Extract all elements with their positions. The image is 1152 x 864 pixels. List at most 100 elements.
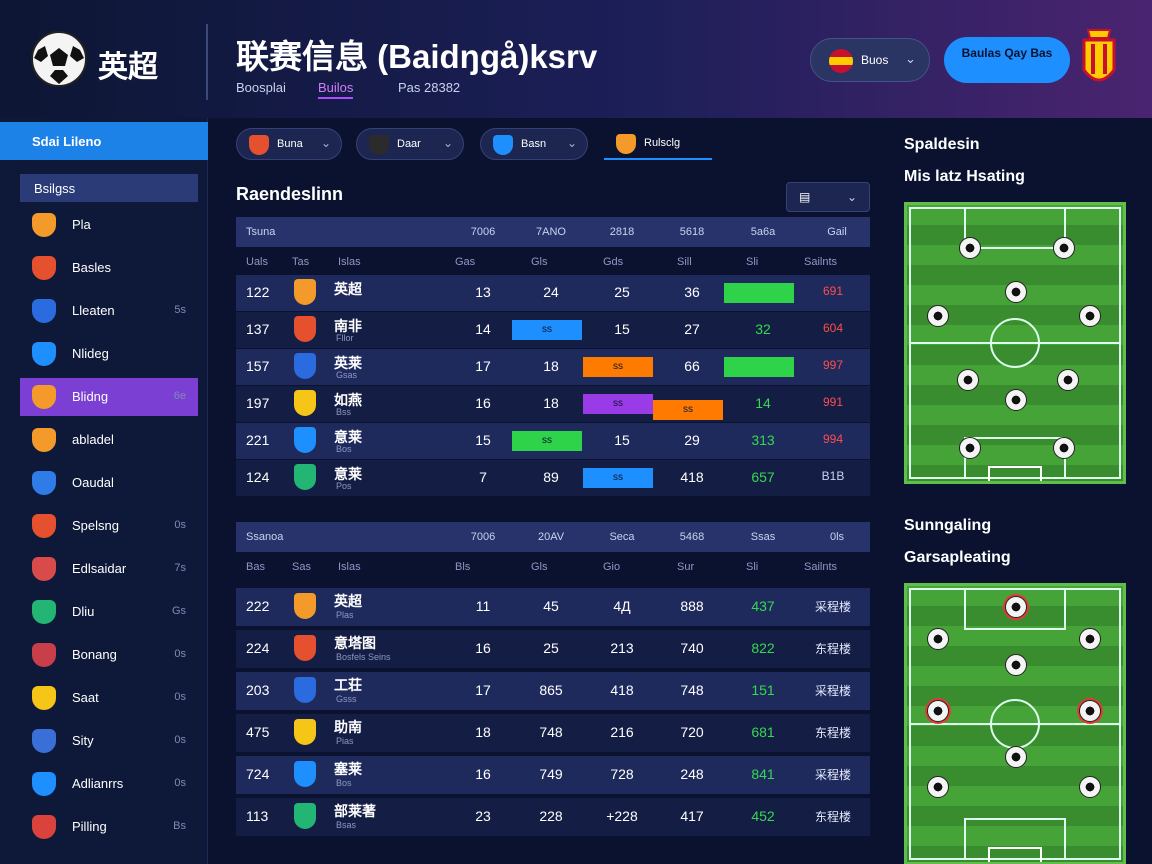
table-row[interactable]: 221 意莱 Bos 15 15 29 313 994 ss <box>236 423 870 459</box>
column-header[interactable]: 20AV <box>537 531 565 543</box>
column-header[interactable]: 7ANO <box>536 226 566 238</box>
column-header[interactable]: 5a6a <box>750 226 776 238</box>
player-marker-icon[interactable] <box>1053 437 1075 459</box>
column-subheader: Sailnts <box>804 256 838 268</box>
table-row[interactable]: 475 助南 Pias 18 748 216 720 681 东程楼 <box>236 714 870 752</box>
column-header[interactable]: 0ls <box>829 531 845 543</box>
spain-flag-icon <box>829 49 853 73</box>
team-crest-icon <box>294 719 316 745</box>
player-marker-icon[interactable] <box>1079 776 1101 798</box>
table-row[interactable]: 124 意莱 Pos 7 89 418 657 B1B ss <box>236 460 870 496</box>
column-header[interactable]: 7006 <box>470 226 496 238</box>
sidebar-item[interactable]: Dliu Gs <box>20 593 198 631</box>
player-marker-icon[interactable] <box>1005 389 1027 411</box>
formation-pitch-1[interactable] <box>904 202 1126 496</box>
pitch-lines <box>907 586 1123 864</box>
club-crest-icon[interactable] <box>1078 26 1120 92</box>
column-header[interactable]: 5468 <box>679 531 705 543</box>
sidebar-item[interactable]: Basles <box>20 249 198 287</box>
team-name[interactable]: 助南 <box>334 719 362 735</box>
table-header-row: Tsuna 7006 7ANO 2818 5618 5a6a Gail <box>236 217 870 247</box>
sidebar-section-header[interactable]: Bsilgss <box>20 174 198 202</box>
team-name[interactable]: 如燕 <box>334 392 362 408</box>
column-header[interactable]: 7006 <box>470 531 496 543</box>
player-marker-icon[interactable] <box>1079 700 1101 722</box>
sidebar-item[interactable]: Sity 0s <box>20 722 198 760</box>
filter-chip[interactable]: Buna ⌄ <box>236 128 342 160</box>
team-name[interactable]: 南非 <box>334 318 362 334</box>
view-dropdown[interactable]: ▤ ⌄ <box>786 182 870 212</box>
column-header[interactable]: Seca <box>609 531 635 543</box>
table-row[interactable]: 724 塞莱 Bos 16 749 728 248 841 采程楼 <box>236 756 870 794</box>
team-name[interactable]: 意莱 <box>334 466 362 482</box>
sidebar-item[interactable]: Lleaten 5s <box>20 292 198 330</box>
stat-cell: 4Д <box>613 598 631 614</box>
team-subtitle: Bosfels Seins <box>336 652 391 662</box>
sidebar-item[interactable]: Adlianrrs 0s <box>20 765 198 803</box>
team-name[interactable]: 英莱 <box>334 355 362 371</box>
column-header[interactable]: Ssas <box>750 531 776 543</box>
column-header[interactable]: Gail <box>827 226 847 238</box>
player-marker-icon[interactable] <box>1005 596 1027 618</box>
column-subheader: Tas <box>292 256 310 268</box>
column-header[interactable]: 2818 <box>609 226 635 238</box>
sidebar-item-label: Adlianrrs <box>72 776 124 791</box>
player-marker-icon[interactable] <box>927 305 949 327</box>
sidebar-item[interactable]: abladel <box>20 421 198 459</box>
sidebar-top-item[interactable]: Sdai Lileno <box>0 122 208 160</box>
sidebar-item[interactable]: Blidng 6e <box>20 378 198 416</box>
column-header[interactable]: Tsuna <box>246 226 276 238</box>
player-marker-icon[interactable] <box>959 437 981 459</box>
player-marker-icon[interactable] <box>1053 237 1075 259</box>
subnav-item-3[interactable]: Pas 28382 <box>398 80 461 95</box>
player-marker-icon[interactable] <box>1079 305 1101 327</box>
sidebar-item-label: Oaudal <box>72 475 114 490</box>
team-name[interactable]: 塞莱 <box>334 761 362 777</box>
subnav-item-1[interactable]: Boosplai <box>236 80 286 95</box>
filter-chip[interactable]: Basn ⌄ <box>480 128 588 160</box>
soccer-ball-logo-icon[interactable] <box>30 30 88 88</box>
sidebar-item[interactable]: Edlsaidar 7s <box>20 550 198 588</box>
sidebar-item[interactable]: Nlideg <box>20 335 198 373</box>
language-selector[interactable]: Buos ⌄ <box>810 38 930 82</box>
team-name[interactable]: 部莱著 <box>334 803 376 819</box>
table-row[interactable]: 222 英超 Plas 11 45 4Д 888 437 采程楼 <box>236 588 870 626</box>
table-row[interactable]: 157英莱Gsas17186690997ss <box>236 349 870 385</box>
subnav-item-2[interactable]: Builos <box>318 80 354 99</box>
player-marker-icon[interactable] <box>927 628 949 650</box>
sidebar-item[interactable]: Saat 0s <box>20 679 198 717</box>
sidebar-item[interactable]: Bonang 0s <box>20 636 198 674</box>
player-marker-icon[interactable] <box>959 237 981 259</box>
sidebar-item[interactable]: Spelsng 0s <box>20 507 198 545</box>
player-marker-icon[interactable] <box>927 700 949 722</box>
team-name[interactable]: 英超 <box>334 281 362 297</box>
team-name[interactable]: 英超 <box>334 593 362 609</box>
table-row[interactable]: 137 南非 Fllor 14 15 27 32 604 ss <box>236 312 870 348</box>
player-marker-icon[interactable] <box>927 776 949 798</box>
player-marker-icon[interactable] <box>1005 281 1027 303</box>
sidebar-item[interactable]: Oaudal <box>20 464 198 502</box>
team-name[interactable]: 工荘 <box>334 677 362 693</box>
column-header[interactable]: 5618 <box>679 226 705 238</box>
column-header[interactable]: Ssanoa <box>246 531 284 543</box>
cta-button[interactable]: Baulas Qay Bas <box>944 37 1070 83</box>
player-marker-icon[interactable] <box>1057 369 1079 391</box>
column-subheader: Sailnts <box>804 561 838 573</box>
table-row[interactable]: 113 部莱著 Bsas 23 228 +228 417 452 东程楼 <box>236 798 870 836</box>
team-name[interactable]: 意塔图 <box>334 635 376 651</box>
team-name[interactable]: 意莱 <box>334 429 362 445</box>
table-row[interactable]: 224 意塔图 Bosfels Seins 16 25 213 740 822 东程楼 <box>236 630 870 668</box>
filter-chip[interactable]: Daar ⌄ <box>356 128 464 160</box>
table-row[interactable]: 203 工荘 Gsss 17 865 418 748 151 采程楼 <box>236 672 870 710</box>
table-row[interactable]: 122英超1324253690691 <box>236 275 870 311</box>
table-row[interactable]: 197 如燕 Bss 16 18 14 991 ss ss <box>236 386 870 422</box>
sidebar-item[interactable]: Pilling Bs <box>20 808 198 846</box>
filter-chip[interactable]: Rulsclg <box>604 128 712 160</box>
player-marker-icon[interactable] <box>1079 628 1101 650</box>
sidebar-item[interactable]: Pla <box>20 206 198 244</box>
formation-pitch-2[interactable] <box>904 583 1126 864</box>
player-marker-icon[interactable] <box>1005 746 1027 768</box>
team-crest-icon <box>294 593 316 619</box>
player-marker-icon[interactable] <box>957 369 979 391</box>
player-marker-icon[interactable] <box>1005 654 1027 676</box>
